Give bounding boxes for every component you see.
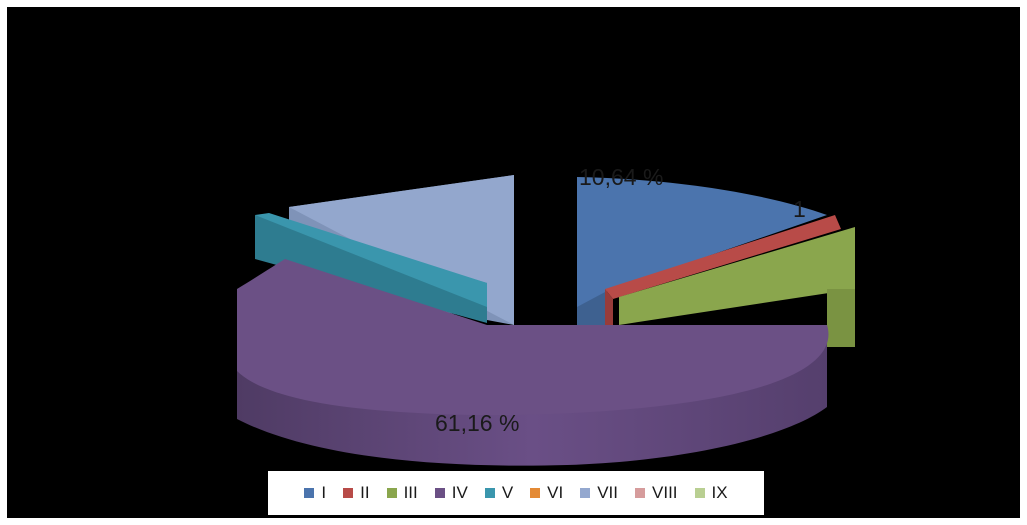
legend-label-iv: IV [451, 483, 468, 502]
legend-swatch-ix [694, 488, 705, 498]
legend-swatch-i [304, 488, 315, 498]
pie-chart: 10,64 % 1 61,16 % [237, 164, 855, 466]
legend-swatch-vii [580, 488, 591, 498]
legend-label-vii: VII [597, 483, 619, 502]
pie-slice-iii [619, 227, 855, 347]
legend-item-v: V [484, 483, 514, 503]
data-label-iv: 61,16 % [435, 410, 519, 436]
legend-swatch-v [484, 488, 495, 498]
pie-slice-ii [605, 215, 841, 325]
pie-slice-i [577, 177, 827, 325]
legend-item-vi: VI [530, 483, 563, 503]
pie-slice-v [255, 213, 487, 323]
legend-label-ii: II [360, 483, 370, 502]
legend-label-iii: III [403, 483, 418, 502]
legend-swatch-ii [343, 488, 354, 498]
legend-item-ii: II [343, 483, 370, 503]
chart-area: 10,64 % 1 61,16 % I II III IV [7, 7, 1020, 518]
chart-legend: I II III IV V VI [268, 471, 764, 515]
legend-label-viii: VIII [652, 483, 678, 502]
legend-swatch-iii [386, 488, 397, 498]
legend-label-i: I [321, 483, 327, 502]
legend-label-v: V [501, 483, 514, 502]
legend-item-vii: VII [580, 483, 618, 503]
legend-item-i: I [304, 483, 326, 503]
legend-swatch-vi [530, 488, 541, 498]
legend-item-iii: III [386, 483, 418, 503]
data-label-ii: 1 [793, 196, 806, 222]
legend-label-ix: IX [711, 483, 728, 502]
pie-slice-iv [237, 259, 829, 466]
data-label-i: 10,64 % [579, 164, 663, 190]
legend-swatch-iv [434, 488, 445, 498]
legend-swatch-viii [635, 488, 646, 498]
legend-item-viii: VIII [635, 483, 678, 503]
legend-item-ix: IX [694, 483, 728, 503]
legend-label-vi: VI [547, 483, 564, 502]
legend-item-iv: IV [434, 483, 468, 503]
